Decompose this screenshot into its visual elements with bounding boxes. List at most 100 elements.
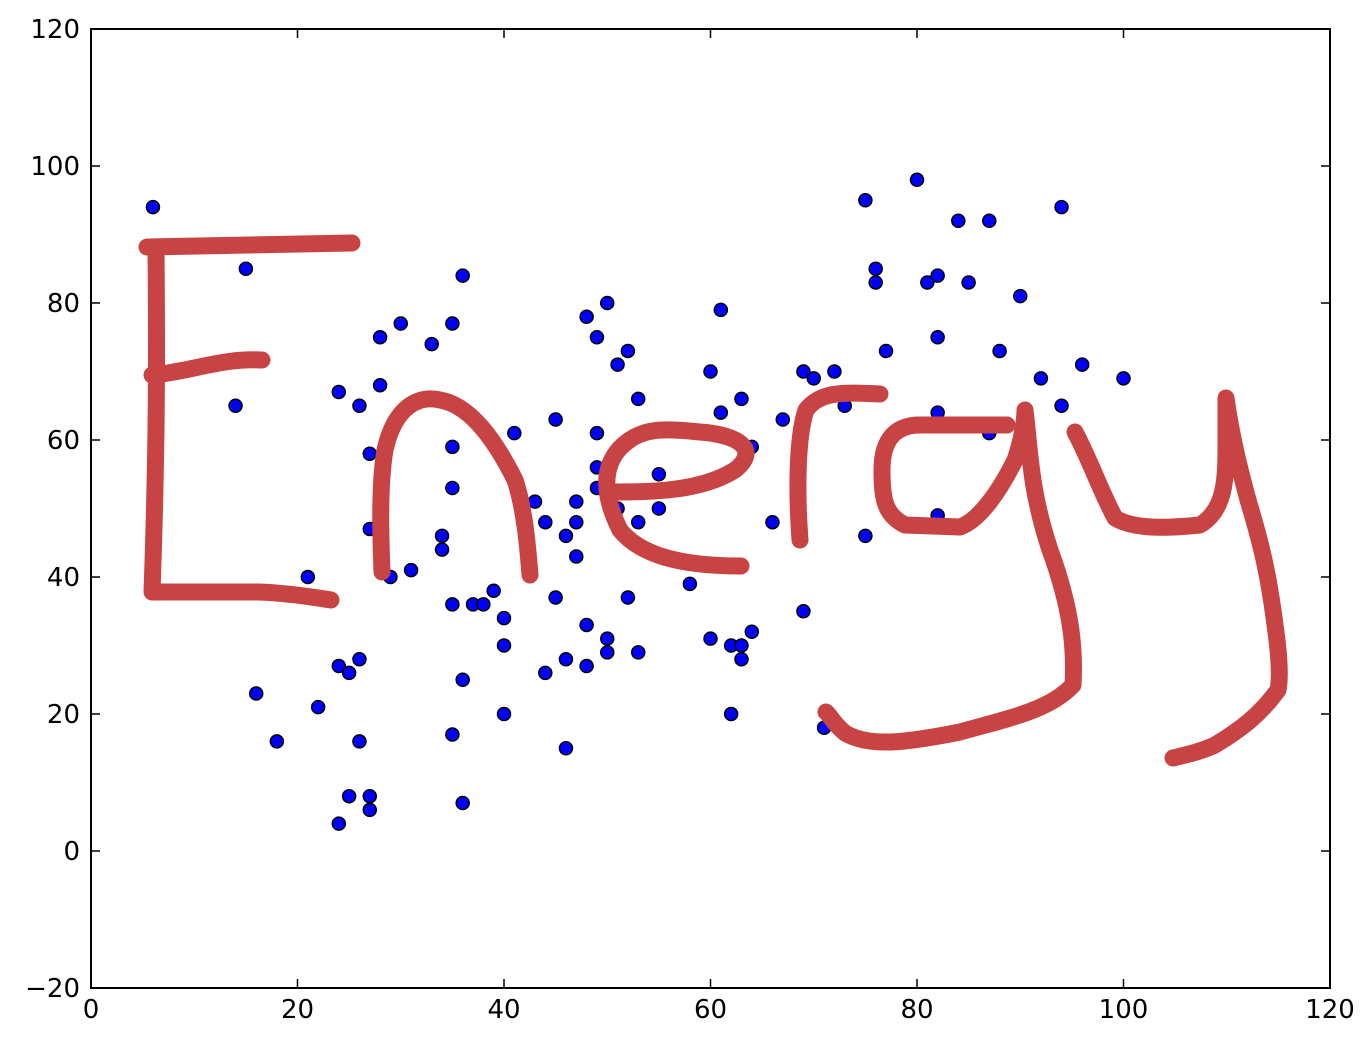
data-point [424,336,439,352]
annotation-letter-n [372,390,539,584]
data-point [558,651,574,667]
data-point [600,631,615,646]
data-point [713,405,729,420]
data-point [434,542,450,557]
data-point [548,590,563,605]
data-point [579,617,594,633]
x-tick-label: 100 [1099,995,1149,1025]
data-point [331,658,347,674]
data-point [682,576,698,592]
data-point [1013,288,1028,304]
data-point [496,610,512,626]
data-point [331,384,347,400]
data-point [248,686,264,701]
data-point [496,638,512,653]
data-point [827,364,842,379]
data-point [445,727,460,742]
data-point [723,706,739,722]
data-point [1074,357,1090,372]
data-point [982,213,997,229]
data-point [228,398,243,413]
data-point [393,316,408,331]
data-point [331,816,347,831]
data-point [569,514,584,530]
data-point [1033,371,1049,386]
data-point [538,665,553,681]
data-point [341,788,357,804]
data-point [765,514,780,530]
data-point [744,624,760,640]
data-point [558,528,574,544]
data-point [1116,371,1131,386]
y-tick-label: 60 [47,426,80,456]
data-point [651,501,667,516]
data-point [589,425,605,441]
data-point [352,398,367,413]
data-point [868,275,883,290]
x-axis: 0 20 40 60 80 100 120 [83,29,1355,1025]
data-point [630,391,646,407]
y-tick-label: −20 [25,974,80,1004]
data-point [858,193,873,208]
data-point [620,590,636,605]
data-point [579,658,594,674]
data-point [1054,199,1069,215]
x-tick-label: 20 [281,995,314,1025]
data-point [507,425,522,441]
data-point [238,261,254,276]
data-point [775,412,791,427]
x-tick-label: 0 [83,995,100,1025]
y-tick-label: 120 [30,15,80,45]
data-point [445,439,460,455]
data-point [1054,398,1069,413]
data-point [455,672,470,687]
data-point [858,528,873,544]
data-point [445,316,460,331]
data-point [403,562,419,578]
data-point [372,330,388,345]
data-point [145,199,161,215]
data-point [434,528,450,544]
data-point [734,638,749,653]
data-point [352,651,367,667]
data-point [362,802,378,818]
data-point [269,734,285,749]
annotation-letter-e2 [598,421,755,575]
data-point [341,665,357,681]
data-point [878,343,894,359]
annotation-letter-e [138,234,361,609]
data-point [455,268,470,283]
data-point [930,268,945,283]
annotation-letter-g [817,401,1083,751]
data-point [620,343,636,359]
data-point [796,364,811,379]
data-point [558,741,574,756]
data-point [310,699,326,715]
data-point [569,549,584,564]
data-point [600,645,615,660]
data-point [496,706,512,722]
data-point [951,213,966,229]
y-tick-label: 40 [47,563,80,593]
data-point [630,645,646,660]
x-tick-label: 60 [694,995,727,1025]
data-point [569,494,584,509]
data-point [992,343,1007,359]
data-point [352,734,367,749]
data-point [372,377,388,393]
annotation-letter-r [789,384,889,549]
y-axis: −20 0 20 40 60 80 100 120 [25,15,1330,1004]
data-point [651,467,667,482]
data-point [961,275,976,290]
data-point [362,788,378,804]
data-point [868,261,883,276]
data-point [610,357,625,372]
data-point [713,302,729,318]
data-point [703,364,718,379]
data-point [589,330,605,345]
x-tick-label: 80 [900,995,933,1025]
data-point [600,295,615,311]
data-point [734,391,749,407]
data-point [445,597,460,612]
